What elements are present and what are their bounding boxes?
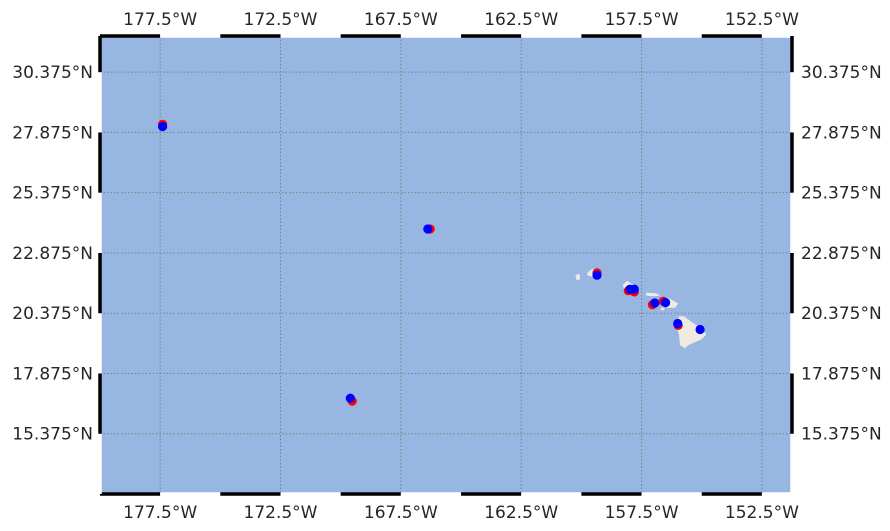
lon-tick-label-bottom: 162.5°W: [484, 503, 558, 523]
point-kauai-pred: [592, 270, 602, 280]
point-kona-pred: [673, 318, 683, 329]
point-johnston-pred: [345, 393, 355, 403]
lon-tick-label-top: 172.5°W: [244, 10, 318, 30]
molokai-island: [645, 292, 661, 297]
lat-tick-label-left: 27.875°N: [12, 123, 93, 143]
point-french-frigate-pred: [423, 224, 433, 234]
niihau-island: [575, 273, 581, 281]
lat-tick-label-left: 17.875°N: [12, 364, 93, 384]
ocean-background: [100, 36, 792, 494]
lon-tick-label-bottom: 152.5°W: [725, 503, 799, 523]
lat-tick-label-left: 20.375°N: [12, 304, 93, 324]
lat-tick-label-right: 25.375°N: [801, 184, 882, 204]
lon-tick-label-bottom: 157.5°W: [605, 503, 679, 523]
map-plot-area: [98, 34, 794, 496]
lat-tick-label-left: 25.375°N: [12, 184, 93, 204]
lon-tick-label-top: 157.5°W: [605, 10, 679, 30]
lon-tick-label-bottom: 177.5°W: [123, 503, 197, 523]
point-hilo-pred: [695, 324, 705, 335]
lat-tick-label-right: 27.875°N: [801, 123, 882, 143]
lon-tick-label-top: 177.5°W: [123, 10, 197, 30]
point-oahu-pred-2: [629, 284, 639, 294]
lon-tick-label-bottom: 172.5°W: [244, 503, 318, 523]
lat-tick-label-left: 30.375°N: [12, 63, 93, 83]
lon-tick-label-bottom: 167.5°W: [364, 503, 438, 523]
point-maui-pred: [661, 297, 671, 308]
big-island: [676, 316, 707, 349]
point-molokai-pred: [650, 298, 660, 308]
lon-tick-label-top: 167.5°W: [364, 10, 438, 30]
point-midway-pred: [158, 121, 168, 132]
lat-tick-label-right: 22.875°N: [801, 244, 882, 264]
lat-tick-label-left: 22.875°N: [12, 244, 93, 264]
lon-tick-label-top: 162.5°W: [484, 10, 558, 30]
lat-tick-label-right: 30.375°N: [801, 63, 882, 83]
lat-tick-label-left: 15.375°N: [12, 425, 93, 445]
tick-labels: 177.5°W 177.5°W 172.5°W 172.5°W 167.5°W 167.5…: [12, 10, 881, 523]
lon-tick-label-top: 152.5°W: [725, 10, 799, 30]
lat-tick-label-right: 17.875°N: [801, 364, 882, 384]
lat-tick-label-right: 15.375°N: [801, 425, 882, 445]
lat-tick-label-right: 20.375°N: [801, 304, 882, 324]
kahoolawe-island: [660, 307, 665, 311]
